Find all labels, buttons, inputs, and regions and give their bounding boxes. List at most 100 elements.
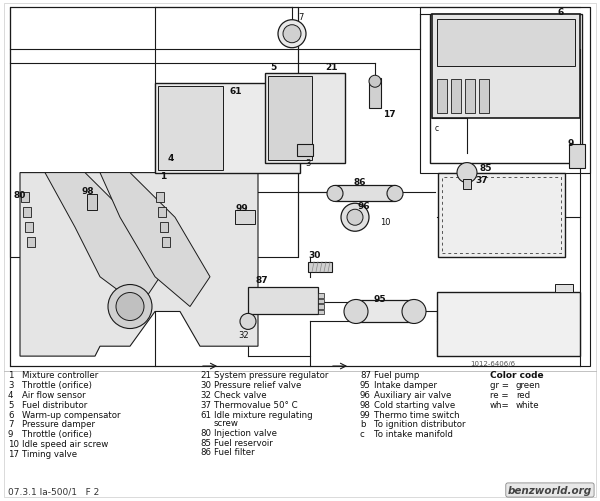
Circle shape: [240, 314, 256, 330]
Bar: [356, 301, 414, 323]
Circle shape: [341, 204, 369, 232]
Circle shape: [344, 300, 368, 324]
Text: 61: 61: [200, 410, 211, 419]
Text: Fuel filter: Fuel filter: [214, 447, 254, 456]
Bar: [569, 144, 585, 168]
Polygon shape: [100, 173, 210, 307]
Text: Pressure damper: Pressure damper: [22, 420, 95, 429]
Text: Fuel distributor: Fuel distributor: [22, 400, 87, 409]
Text: 85: 85: [480, 164, 493, 173]
Text: 17: 17: [383, 109, 395, 118]
Bar: [160, 223, 168, 232]
Text: 07.3.1 Ia-500/1   F 2: 07.3.1 Ia-500/1 F 2: [8, 486, 99, 495]
Bar: [465, 80, 475, 114]
Bar: [463, 179, 471, 189]
Circle shape: [369, 76, 381, 88]
Text: b: b: [360, 420, 365, 429]
Bar: [25, 223, 33, 232]
Circle shape: [387, 186, 403, 202]
Bar: [420, 8, 590, 173]
Text: 98: 98: [82, 186, 95, 195]
Bar: [158, 208, 166, 218]
Circle shape: [108, 285, 152, 329]
Text: 9: 9: [568, 139, 574, 148]
Text: Auxiliary air valve: Auxiliary air valve: [374, 390, 451, 399]
Text: 3: 3: [8, 381, 14, 389]
Bar: [430, 15, 582, 163]
Text: 5: 5: [8, 400, 14, 409]
Text: Mixture controller: Mixture controller: [22, 371, 98, 380]
Text: Color code: Color code: [490, 371, 544, 380]
Text: Thermovalue 50° C: Thermovalue 50° C: [214, 400, 298, 409]
Text: 87: 87: [256, 276, 269, 285]
Text: 86: 86: [353, 178, 365, 187]
Circle shape: [457, 163, 477, 183]
Text: 10: 10: [380, 217, 391, 226]
Text: 95: 95: [373, 295, 386, 304]
Bar: [442, 177, 561, 254]
Text: 96: 96: [360, 390, 371, 399]
Bar: [479, 80, 489, 114]
Text: 1012-6406/6: 1012-6406/6: [470, 360, 515, 366]
Text: 80: 80: [14, 190, 26, 199]
Bar: [10, 8, 298, 258]
Bar: [438, 173, 565, 258]
Bar: [162, 237, 170, 247]
Text: re =: re =: [490, 390, 509, 399]
Text: 32: 32: [200, 390, 211, 399]
Circle shape: [283, 26, 301, 44]
Text: red: red: [516, 390, 530, 399]
Text: 1: 1: [160, 172, 166, 181]
Text: Idle mixture regulating: Idle mixture regulating: [214, 410, 313, 419]
Text: 5: 5: [270, 63, 276, 72]
Text: Fuel pump: Fuel pump: [374, 371, 419, 380]
Text: 99: 99: [360, 410, 371, 419]
Text: 86: 86: [200, 447, 211, 456]
Text: 32: 32: [238, 330, 248, 339]
Text: 95: 95: [360, 381, 371, 389]
Bar: [21, 193, 29, 203]
Polygon shape: [45, 173, 160, 307]
Text: 30: 30: [200, 381, 211, 389]
Text: Cold starting valve: Cold starting valve: [374, 400, 455, 409]
Text: Intake damper: Intake damper: [374, 381, 437, 389]
Bar: [155, 84, 300, 173]
Circle shape: [347, 210, 363, 226]
Text: To ignition distributor: To ignition distributor: [374, 420, 466, 429]
Bar: [451, 80, 461, 114]
Text: white: white: [516, 400, 539, 409]
Bar: [27, 237, 35, 247]
Text: Check valve: Check valve: [214, 390, 266, 399]
Circle shape: [327, 186, 343, 202]
Bar: [437, 292, 580, 356]
Bar: [23, 208, 31, 218]
Text: 80: 80: [200, 428, 211, 437]
Text: 7: 7: [298, 14, 304, 23]
Bar: [555, 284, 573, 292]
Text: 21: 21: [325, 63, 337, 72]
Bar: [297, 144, 313, 156]
Text: 37: 37: [475, 176, 488, 185]
Bar: [318, 310, 324, 315]
Bar: [308, 263, 332, 273]
Bar: [437, 80, 447, 114]
Circle shape: [278, 21, 306, 49]
Circle shape: [116, 293, 144, 321]
Bar: [268, 77, 312, 160]
Text: 3: 3: [305, 159, 310, 168]
Text: 85: 85: [200, 438, 211, 447]
Text: Idle speed air screw: Idle speed air screw: [22, 439, 108, 448]
Text: System pressure regulator: System pressure regulator: [214, 371, 328, 380]
Bar: [265, 74, 345, 163]
Text: 61: 61: [230, 87, 242, 96]
Text: 21: 21: [200, 371, 211, 380]
Text: Throttle (orifice): Throttle (orifice): [22, 381, 92, 389]
Text: Warm-up compensator: Warm-up compensator: [22, 410, 121, 419]
Text: 99: 99: [235, 203, 248, 212]
Bar: [369, 79, 381, 109]
Text: wh=: wh=: [490, 400, 510, 409]
Text: 37: 37: [200, 400, 211, 409]
Text: To intake manifold: To intake manifold: [374, 429, 453, 438]
Text: benzworld.org: benzworld.org: [508, 485, 592, 495]
Bar: [335, 186, 395, 202]
